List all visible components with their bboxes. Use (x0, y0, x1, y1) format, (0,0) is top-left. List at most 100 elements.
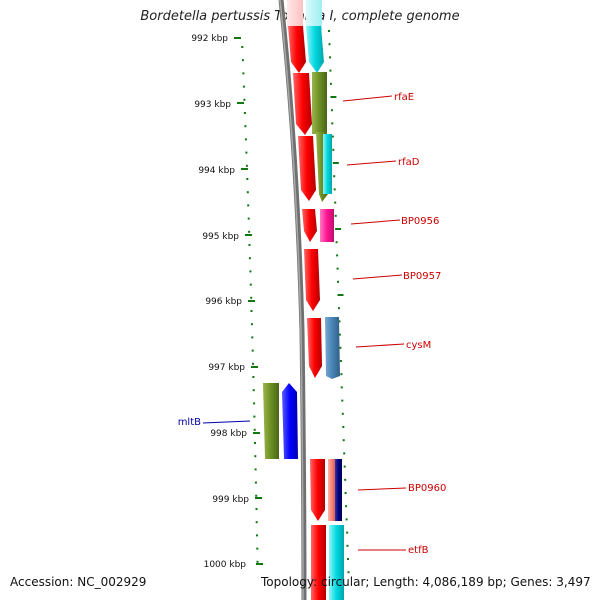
minor-tick-dot (332, 162, 339, 164)
gene-label-etfB[interactable]: etfB (408, 545, 429, 556)
gene-label-BP0957[interactable]: BP0957 (403, 271, 441, 282)
scale-label-997: 997 kbp (208, 363, 245, 373)
minor-tick-dot (251, 336, 254, 339)
minor-tick-dot (241, 46, 244, 48)
minor-tick-dot (345, 505, 348, 508)
minor-tick-dot (338, 307, 340, 310)
gene-etfB[interactable] (329, 525, 344, 600)
genome-backbone (278, 0, 307, 600)
minor-tick-dot (341, 412, 344, 415)
minor-tick-dot (256, 547, 259, 550)
gene-BP0956[interactable] (320, 209, 334, 242)
minor-tick-dot (249, 283, 252, 286)
gene-label-rfaE[interactable]: rfaE (394, 92, 414, 103)
minor-tick-dot (338, 333, 341, 336)
feature-pale-pink (287, 0, 303, 30)
minor-tick-dot (333, 188, 336, 191)
minor-tick-dot (342, 439, 345, 442)
minor-tick-dot (334, 201, 337, 204)
gene-label-BP0960[interactable]: BP0960 (408, 483, 446, 494)
minor-tick-dot (246, 191, 249, 194)
minor-tick-dot (242, 85, 245, 88)
gene-label-rfaD[interactable]: rfaD (398, 157, 420, 168)
minor-tick-dot (342, 426, 345, 428)
gene-arrow[interactable] (310, 459, 325, 521)
minor-tick-dot (250, 323, 253, 326)
connector-BP0960 (357, 487, 407, 491)
minor-tick-dot (244, 125, 247, 128)
gene-cysM[interactable] (325, 317, 340, 379)
gene-arrow[interactable] (288, 26, 306, 73)
forward-strand-genes (288, 26, 326, 600)
gene-rfaD-cyan[interactable] (323, 134, 332, 194)
gene-rfaE[interactable] (312, 72, 327, 134)
minor-tick-dot (345, 518, 348, 521)
minor-tick-dot (328, 43, 331, 46)
minor-tick-dot (244, 138, 247, 141)
gene-arrow[interactable] (304, 249, 320, 311)
minor-tick-dot (347, 558, 349, 560)
minor-tick-dot (346, 531, 349, 534)
minor-ticks (241, 30, 350, 574)
scale-label-998: 998 kbp (210, 429, 247, 439)
minor-tick-dot (329, 69, 332, 72)
minor-tick-dot (338, 320, 341, 323)
minor-tick-dot (255, 521, 258, 524)
minor-tick-dot (336, 267, 339, 270)
backbone-highlight (279, 0, 304, 600)
minor-tick-dot (250, 296, 253, 299)
minor-tick-dot (341, 399, 344, 402)
minor-tick-dot (255, 508, 258, 510)
minor-tick-dot (256, 560, 259, 563)
minor-tick-dot (242, 72, 245, 75)
gene-BP0960-salmon[interactable] (328, 459, 336, 521)
minor-tick-dot (255, 494, 258, 497)
minor-tick-dot (343, 452, 346, 455)
minor-tick-dot (250, 310, 253, 312)
gene-arrow[interactable] (307, 318, 322, 378)
gene-mltB[interactable] (263, 383, 279, 459)
gene-BP0960-navy[interactable] (335, 459, 342, 521)
minor-tick-dot (248, 244, 251, 246)
minor-tick-dot (245, 151, 248, 154)
minor-tick-dot (340, 373, 343, 376)
gene-arrow[interactable] (306, 26, 324, 73)
minor-tick-dot (346, 544, 349, 547)
minor-tick-dot (253, 415, 256, 418)
gene-label-BP0956[interactable]: BP0956 (401, 216, 439, 227)
scale-label-994: 994 kbp (198, 166, 235, 176)
minor-tick-dot (333, 175, 336, 178)
gene-labels: rfaE rfaD BP0956 BP0957 cysM mltB BP0960… (178, 92, 447, 556)
connector-BP0956 (350, 219, 401, 225)
minor-tick-dot (254, 468, 257, 471)
minor-tick-dot (337, 294, 344, 296)
minor-tick-dot (254, 481, 257, 484)
minor-tick-dot (243, 112, 246, 114)
minor-tick-dot (332, 148, 335, 151)
minor-tick-dot (256, 534, 258, 537)
minor-tick-dot (336, 254, 339, 257)
gene-block[interactable] (311, 525, 326, 600)
gene-label-cysM[interactable]: cysM (406, 340, 431, 351)
accession-text: Accession: NC_002929 (10, 575, 147, 589)
gene-arrow[interactable] (293, 73, 312, 135)
minor-tick-dot (329, 56, 331, 59)
minor-tick-dot (330, 109, 333, 112)
gene-arrow[interactable] (302, 209, 317, 242)
minor-tick-dot (243, 98, 246, 101)
connector-cysM (355, 343, 405, 348)
gene-arrow-blue[interactable] (282, 383, 298, 459)
minor-tick-dot (329, 82, 332, 85)
minor-tick-dot (334, 214, 337, 217)
minor-tick-dot (335, 228, 342, 230)
minor-tick-dot (247, 204, 250, 207)
scale-label-993: 993 kbp (194, 100, 231, 110)
scale-label-992: 992 kbp (191, 34, 228, 44)
minor-tick-dot (343, 465, 346, 468)
gene-arrow[interactable] (298, 136, 316, 201)
minor-tick-dot (344, 492, 347, 494)
gene-label-mltB[interactable]: mltB (178, 417, 201, 428)
minor-tick-dot (245, 164, 248, 167)
minor-tick-dot (328, 30, 330, 32)
